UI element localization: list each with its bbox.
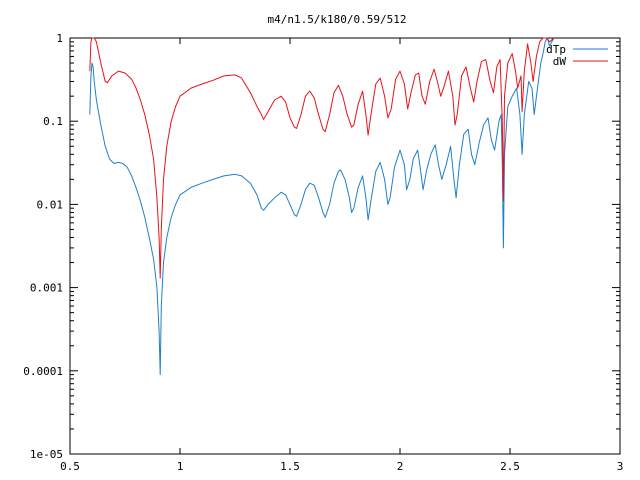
y-tick-label: 0.01 <box>37 198 64 211</box>
axis-tick-labels: 0.5 1 1.5 2 2.5 3 1e-05 0.0001 0.001 0.01 0.1 1 <box>23 32 623 473</box>
x-tick-label: 1.5 <box>280 460 300 473</box>
x-tick-label: 3 <box>617 460 624 473</box>
x-tick-label: 0.5 <box>60 460 80 473</box>
y-tick-label: 1 <box>56 32 63 45</box>
x-tick-label: 2 <box>397 460 404 473</box>
x-tick-label: 1 <box>177 460 184 473</box>
y-tick-label: 0.001 <box>30 282 63 295</box>
plot-frame <box>69 37 621 455</box>
legend-label-dW: dW <box>553 55 567 68</box>
y-tick-label: 1e-05 <box>30 448 63 461</box>
series-line-dW <box>89 37 555 279</box>
series-layer <box>89 37 555 376</box>
series-line-dTp <box>89 37 555 376</box>
legend-label-dTp: dTp <box>546 43 566 56</box>
axis-ticks <box>69 37 621 455</box>
y-tick-label: 0.0001 <box>23 365 63 378</box>
chart-title: m4/n1.5/k180/0.59/512 <box>267 13 406 26</box>
y-tick-label: 0.1 <box>43 115 63 128</box>
x-tick-label: 2.5 <box>500 460 520 473</box>
